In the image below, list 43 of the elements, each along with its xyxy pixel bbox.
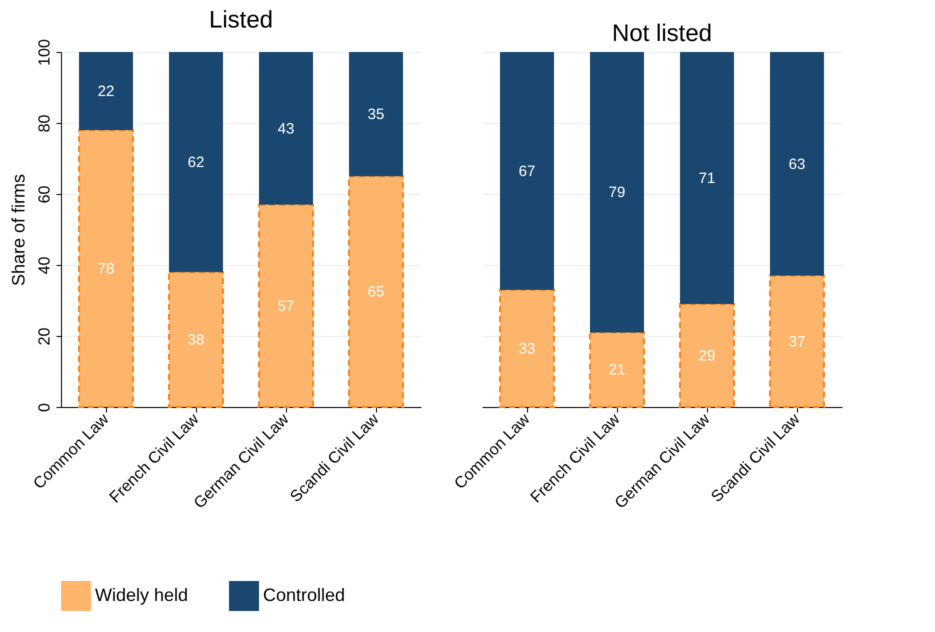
- y-tick-label: 80: [36, 114, 54, 132]
- data-label: 62: [188, 154, 204, 172]
- data-label: 29: [698, 348, 716, 365]
- y-tick-label: 20: [36, 328, 54, 346]
- data-label: 37: [788, 333, 806, 350]
- bar: [258, 204, 314, 408]
- bar: [348, 175, 404, 408]
- data-label: 21: [608, 362, 626, 379]
- data-label: 79: [608, 184, 626, 202]
- bar: [78, 129, 134, 408]
- bar: [79, 52, 133, 130]
- legend-label: Widely held: [95, 585, 188, 605]
- bar: [349, 52, 403, 176]
- bar: [770, 52, 824, 276]
- bar: [169, 52, 223, 272]
- data-label: 63: [788, 156, 806, 173]
- data-label: 71: [698, 170, 716, 188]
- data-label: 43: [278, 120, 294, 138]
- y-tick-label: 0: [36, 402, 54, 412]
- data-label: 22: [98, 83, 114, 100]
- data-label: 33: [518, 340, 536, 358]
- data-label: 57: [278, 298, 294, 315]
- data-label: 65: [368, 284, 384, 301]
- bar: [590, 52, 644, 332]
- bar: [500, 52, 554, 290]
- data-label: 35: [368, 106, 384, 124]
- bar: [680, 52, 734, 304]
- y-axis-title: Share of firms: [8, 174, 28, 286]
- legend-label: Controlled: [263, 585, 346, 605]
- chart-title: Not listed: [612, 20, 712, 47]
- chart-title: Listed: [208, 6, 274, 34]
- y-tick-label: 40: [36, 256, 54, 274]
- bar: [769, 274, 825, 408]
- y-tick-label: 100: [36, 39, 54, 66]
- bar: [259, 52, 313, 205]
- bar: [589, 331, 645, 408]
- y-tick-label: 60: [36, 186, 54, 204]
- bar: [679, 303, 735, 408]
- bar: [499, 288, 555, 408]
- data-label: 67: [518, 162, 536, 180]
- bar: [168, 271, 224, 408]
- data-label: 38: [188, 332, 204, 349]
- data-label: 78: [98, 260, 114, 278]
